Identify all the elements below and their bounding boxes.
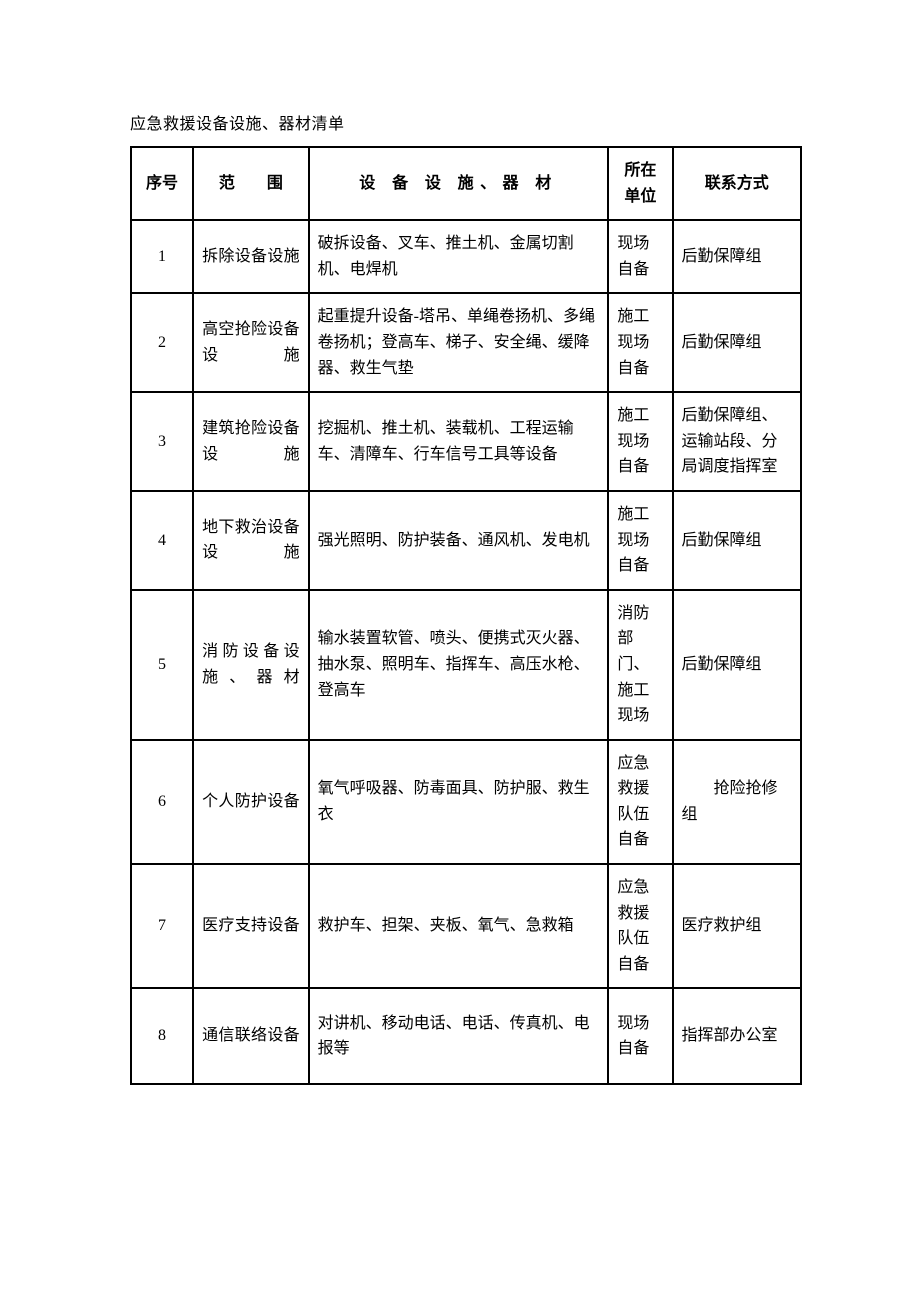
cell-unit: 应急救援队伍自备 — [608, 740, 672, 864]
col-contact: 联系方式 — [673, 147, 801, 220]
cell-scope: 消防设备设施、器材 — [193, 590, 309, 740]
table-row: 2 高空抢险设备设施 起重提升设备-塔吊、单绳卷扬机、多绳卷扬机；登高车、梯子、… — [131, 293, 801, 392]
table-row: 6 个人防护设备 氧气呼吸器、防毒面具、防护服、救生衣 应急救援队伍自备 抢险抢… — [131, 740, 801, 864]
col-seq: 序号 — [131, 147, 193, 220]
cell-contact: 医疗救护组 — [673, 864, 801, 988]
cell-equip: 挖掘机、推土机、装载机、工程运输车、清障车、行车信号工具等设备 — [309, 392, 609, 491]
cell-contact: 后勤保障组 — [673, 293, 801, 392]
cell-unit: 施工现场自备 — [608, 392, 672, 491]
col-unit: 所在单位 — [608, 147, 672, 220]
cell-seq: 3 — [131, 392, 193, 491]
cell-equip: 输水装置软管、喷头、便携式灭火器、抽水泵、照明车、指挥车、高压水枪、登高车 — [309, 590, 609, 740]
cell-equip: 起重提升设备-塔吊、单绳卷扬机、多绳卷扬机；登高车、梯子、安全绳、缓降器、救生气… — [309, 293, 609, 392]
cell-contact: 指挥部办公室 — [673, 988, 801, 1084]
cell-seq: 1 — [131, 220, 193, 293]
cell-scope: 拆除设备设施 — [193, 220, 309, 293]
cell-seq: 6 — [131, 740, 193, 864]
col-equip: 设 备 设 施、器 材 — [309, 147, 609, 220]
cell-scope: 建筑抢险设备设施 — [193, 392, 309, 491]
cell-seq: 5 — [131, 590, 193, 740]
cell-scope: 个人防护设备 — [193, 740, 309, 864]
cell-seq: 7 — [131, 864, 193, 988]
document-page: 应急救援设备设施、器材清单 序号 范 围 设 备 设 施、器 材 所在单位 联系… — [0, 0, 920, 1085]
table-row: 1 拆除设备设施 破拆设备、叉车、推土机、金属切割机、电焊机 现场自备 后勤保障… — [131, 220, 801, 293]
cell-scope: 医疗支持设备 — [193, 864, 309, 988]
cell-contact: 后勤保障组 — [673, 220, 801, 293]
table-row: 8 通信联络设备 对讲机、移动电话、电话、传真机、电报等 现场自备 指挥部办公室 — [131, 988, 801, 1084]
table-header-row: 序号 范 围 设 备 设 施、器 材 所在单位 联系方式 — [131, 147, 801, 220]
cell-unit: 应急救援队伍自备 — [608, 864, 672, 988]
cell-equip: 破拆设备、叉车、推土机、金属切割机、电焊机 — [309, 220, 609, 293]
cell-contact: 后勤保障组 — [673, 491, 801, 590]
col-scope: 范 围 — [193, 147, 309, 220]
cell-scope: 地下救治设备设施 — [193, 491, 309, 590]
cell-unit: 现场自备 — [608, 220, 672, 293]
cell-equip: 氧气呼吸器、防毒面具、防护服、救生衣 — [309, 740, 609, 864]
cell-unit: 消防部门、施工现场 — [608, 590, 672, 740]
cell-seq: 2 — [131, 293, 193, 392]
table-row: 7 医疗支持设备 救护车、担架、夹板、氧气、急救箱 应急救援队伍自备 医疗救护组 — [131, 864, 801, 988]
cell-contact: 抢险抢修组 — [673, 740, 801, 864]
table-row: 3 建筑抢险设备设施 挖掘机、推土机、装载机、工程运输车、清障车、行车信号工具等… — [131, 392, 801, 491]
cell-seq: 4 — [131, 491, 193, 590]
table-row: 4 地下救治设备设施 强光照明、防护装备、通风机、发电机 施工现场自备 后勤保障… — [131, 491, 801, 590]
cell-contact: 后勤保障组 — [673, 590, 801, 740]
equipment-table: 序号 范 围 设 备 设 施、器 材 所在单位 联系方式 1 拆除设备设施 破拆… — [130, 146, 802, 1085]
cell-unit: 施工现场自备 — [608, 293, 672, 392]
cell-unit: 现场自备 — [608, 988, 672, 1084]
cell-equip: 强光照明、防护装备、通风机、发电机 — [309, 491, 609, 590]
cell-scope: 通信联络设备 — [193, 988, 309, 1084]
cell-contact: 后勤保障组、运输站段、分局调度指挥室 — [673, 392, 801, 491]
cell-equip: 对讲机、移动电话、电话、传真机、电报等 — [309, 988, 609, 1084]
cell-unit: 施工现场自备 — [608, 491, 672, 590]
table-row: 5 消防设备设施、器材 输水装置软管、喷头、便携式灭火器、抽水泵、照明车、指挥车… — [131, 590, 801, 740]
cell-seq: 8 — [131, 988, 193, 1084]
cell-equip: 救护车、担架、夹板、氧气、急救箱 — [309, 864, 609, 988]
cell-scope: 高空抢险设备设施 — [193, 293, 309, 392]
page-title: 应急救援设备设施、器材清单 — [130, 110, 802, 134]
